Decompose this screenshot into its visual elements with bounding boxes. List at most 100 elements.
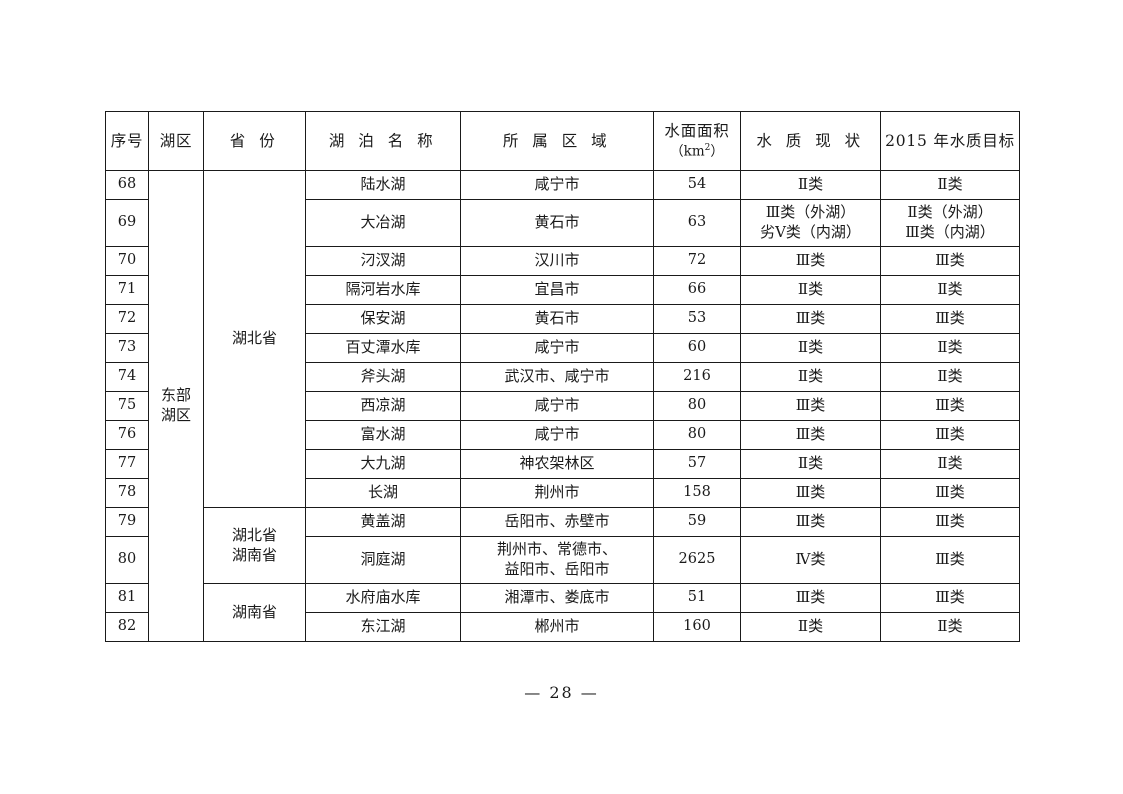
cell-lake-name: 大九湖	[305, 449, 461, 479]
cell-quality-current-line1: Ⅲ类（外湖）	[765, 203, 856, 222]
province-line1: 湖南省	[231, 602, 277, 621]
cell-quality-target: Ⅲ类	[880, 420, 1020, 450]
table-row: 74 斧头湖 武汉市、咸宁市 216 Ⅱ类 Ⅱ类	[105, 362, 1020, 392]
cell-quality-target: Ⅱ类	[880, 333, 1020, 363]
cell-province: 湖北省	[203, 170, 306, 508]
cell-water-area: 72	[653, 246, 741, 276]
page-number: — 28 —	[524, 683, 599, 702]
header-lake-name: 湖 泊 名 称	[305, 111, 461, 171]
unit-open: （km	[670, 143, 705, 160]
cell-quality-target: Ⅱ类	[880, 362, 1020, 392]
unit-close: ）	[710, 143, 724, 160]
cell-area-belong: 荆州市	[460, 478, 654, 508]
cell-quality-current: Ⅱ类	[740, 612, 881, 642]
table-header: 序号 湖区 省 份 湖 泊 名 称 所 属 区 域 水面面积 （km2） 水 质…	[105, 111, 1020, 171]
cell-quality-target: Ⅱ类	[880, 612, 1020, 642]
cell-seq: 78	[105, 478, 149, 508]
cell-seq: 73	[105, 333, 149, 363]
cell-water-area: 66	[653, 275, 741, 305]
header-water-area-unit: （km2）	[657, 143, 737, 161]
cell-area-belong: 岳阳市、赤壁市	[460, 507, 654, 537]
header-water-area-text: 水面面积	[664, 122, 730, 141]
cell-area-belong: 武汉市、咸宁市	[460, 362, 654, 392]
cell-seq: 81	[105, 583, 149, 613]
cell-water-area: 59	[653, 507, 741, 537]
cell-quality-current: Ⅲ类	[740, 507, 881, 537]
cell-seq: 79	[105, 507, 149, 537]
table-row: 80 洞庭湖 荆州市、常德市、 益阳市、岳阳市 2625 Ⅳ类 Ⅲ类	[105, 536, 1020, 584]
cell-quality-target: Ⅲ类	[880, 391, 1020, 421]
cell-quality-target: Ⅱ类	[880, 449, 1020, 479]
cell-lake-name: 西凉湖	[305, 391, 461, 421]
lake-water-quality-table-container: 序号 湖区 省 份 湖 泊 名 称 所 属 区 域 水面面积 （km2） 水 质…	[105, 111, 1020, 642]
cell-area-belong: 神农架林区	[460, 449, 654, 479]
cell-lake-name: 百丈潭水库	[305, 333, 461, 363]
lake-region-line1: 东部	[160, 386, 191, 405]
header-quality-current: 水 质 现 状	[740, 111, 881, 171]
cell-quality-current: Ⅱ类	[740, 449, 881, 479]
cell-lake-name: 汈汊湖	[305, 246, 461, 276]
cell-water-area: 216	[653, 362, 741, 392]
cell-area-belong: 咸宁市	[460, 391, 654, 421]
table-body: 68 东部 湖区 湖北省 陆水湖 咸宁市 54 Ⅱ类 Ⅱ类 69 大冶湖 黄石市 63 Ⅲ类（外湖） 劣Ⅴ类…	[105, 170, 1020, 642]
cell-lake-name: 隔河岩水库	[305, 275, 461, 305]
cell-quality-current: Ⅱ类	[740, 275, 881, 305]
cell-lake-name: 水府庙水库	[305, 583, 461, 613]
cell-area-belong: 咸宁市	[460, 333, 654, 363]
cell-quality-current: Ⅲ类	[740, 246, 881, 276]
cell-seq: 72	[105, 304, 149, 334]
cell-quality-target: Ⅲ类	[880, 478, 1020, 508]
table-row: 71 隔河岩水库 宜昌市 66 Ⅱ类 Ⅱ类	[105, 275, 1020, 305]
cell-lake-region: 东部 湖区	[148, 170, 204, 642]
cell-quality-current: Ⅲ类	[740, 583, 881, 613]
cell-area-belong: 宜昌市	[460, 275, 654, 305]
cell-seq: 82	[105, 612, 149, 642]
cell-quality-current: Ⅲ类	[740, 478, 881, 508]
cell-seq: 74	[105, 362, 149, 392]
cell-quality-target: Ⅲ类	[880, 246, 1020, 276]
header-area-belong: 所 属 区 域	[460, 111, 654, 171]
cell-area-belong-line2: 益阳市、岳阳市	[504, 560, 610, 578]
cell-quality-current: Ⅲ类	[740, 304, 881, 334]
cell-water-area: 2625	[653, 536, 741, 584]
table-row: 82 东江湖 郴州市 160 Ⅱ类 Ⅱ类	[105, 612, 1020, 642]
cell-area-belong: 黄石市	[460, 304, 654, 334]
cell-area-belong: 黄石市	[460, 199, 654, 247]
cell-seq: 75	[105, 391, 149, 421]
cell-area-belong: 汉川市	[460, 246, 654, 276]
cell-water-area: 80	[653, 420, 741, 450]
lake-water-quality-table: 序号 湖区 省 份 湖 泊 名 称 所 属 区 域 水面面积 （km2） 水 质…	[105, 111, 1020, 642]
cell-water-area: 51	[653, 583, 741, 613]
cell-quality-target-line1: Ⅱ类（外湖）	[907, 203, 993, 222]
table-row: 79 湖北省 湖南省 黄盖湖 岳阳市、赤壁市 59 Ⅲ类 Ⅲ类	[105, 507, 1020, 584]
cell-lake-name: 长湖	[305, 478, 461, 508]
cell-quality-current: Ⅱ类	[740, 170, 881, 200]
cell-lake-name: 保安湖	[305, 304, 461, 334]
cell-area-belong: 荆州市、常德市、 益阳市、岳阳市	[460, 536, 654, 584]
cell-quality-current: Ⅲ类	[740, 391, 881, 421]
province-line1: 湖北省	[231, 329, 277, 348]
cell-water-area: 57	[653, 449, 741, 479]
cell-quality-current: Ⅲ类（外湖） 劣Ⅴ类（内湖）	[740, 199, 881, 247]
province-line1: 湖北省	[231, 525, 277, 544]
cell-seq: 76	[105, 420, 149, 450]
cell-water-area: 54	[653, 170, 741, 200]
header-row: 序号 湖区 省 份 湖 泊 名 称 所 属 区 域 水面面积 （km2） 水 质…	[105, 111, 1020, 171]
cell-seq: 71	[105, 275, 149, 305]
table-row: 76 富水湖 咸宁市 80 Ⅲ类 Ⅲ类	[105, 420, 1020, 450]
cell-seq: 80	[105, 536, 149, 584]
cell-area-belong-line1: 荆州市、常德市、	[496, 540, 617, 559]
cell-lake-name: 斧头湖	[305, 362, 461, 392]
cell-quality-current: Ⅳ类	[740, 536, 881, 584]
header-water-area: 水面面积 （km2）	[653, 111, 741, 171]
header-lake-region: 湖区	[148, 111, 204, 171]
table-row: 81 湖南省 水府庙水库 湘潭市、娄底市 51 Ⅲ类 Ⅲ类	[105, 583, 1020, 642]
cell-seq: 68	[105, 170, 149, 200]
cell-lake-name: 黄盖湖	[305, 507, 461, 537]
cell-quality-target: Ⅱ类	[880, 170, 1020, 200]
cell-seq: 77	[105, 449, 149, 479]
cell-water-area: 63	[653, 199, 741, 247]
table-row: 70 汈汊湖 汉川市 72 Ⅲ类 Ⅲ类	[105, 246, 1020, 276]
cell-lake-name: 陆水湖	[305, 170, 461, 200]
